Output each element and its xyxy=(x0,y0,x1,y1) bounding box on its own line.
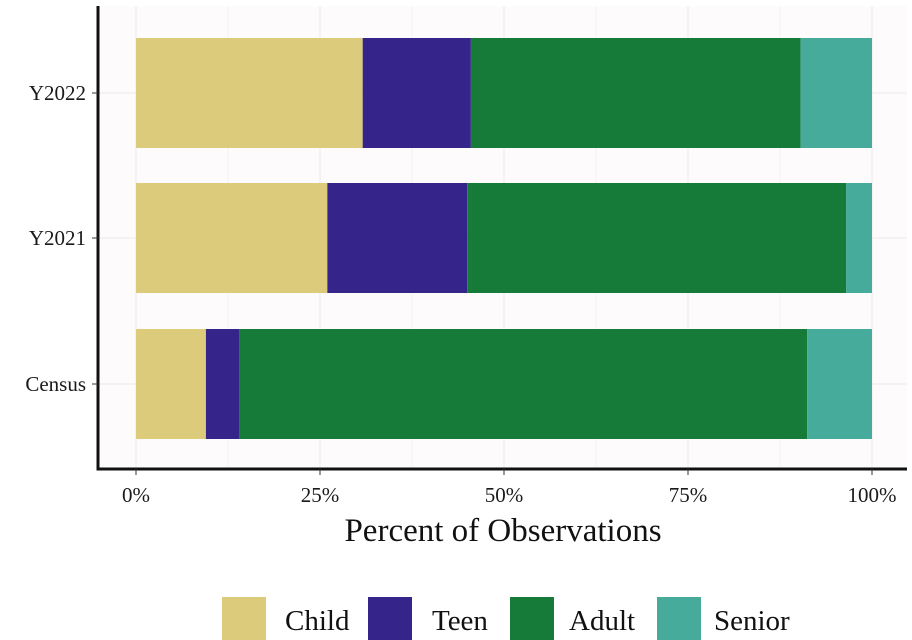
bars xyxy=(136,38,872,439)
axis-frame xyxy=(96,6,907,471)
bar-adult-y2022 xyxy=(470,38,801,148)
y-tick-label-y2021: Y2021 xyxy=(29,226,86,250)
legend-key-adult xyxy=(510,597,554,640)
legend-label-teen: Teen xyxy=(432,605,488,637)
legend-label-child: Child xyxy=(285,605,350,637)
y-tick-label-census: Census xyxy=(25,372,86,396)
bar-senior-y2021 xyxy=(846,183,872,293)
y-tick-labels: Census Y2021 Y2022 xyxy=(25,81,98,396)
x-tick-labels: 0% 25% 50% 75% 100% xyxy=(122,469,897,507)
bar-child-y2022 xyxy=(136,38,363,148)
x-tick-label: 50% xyxy=(485,483,524,507)
bar-adult-census xyxy=(239,329,808,439)
x-tick-label: 100% xyxy=(848,483,897,507)
legend-label-adult: Adult xyxy=(569,605,635,637)
legend-key-child xyxy=(222,597,266,640)
bar-teen-y2022 xyxy=(362,38,471,148)
bar-teen-y2021 xyxy=(327,183,468,293)
bar-child-census xyxy=(136,329,206,439)
legend-key-teen xyxy=(368,597,412,640)
legend-key-senior xyxy=(657,597,701,640)
x-tick-label: 75% xyxy=(669,483,708,507)
x-axis-title: Percent of Observations xyxy=(344,513,661,549)
bar-teen-census xyxy=(205,329,240,439)
x-tick-label: 0% xyxy=(122,483,150,507)
bar-child-y2021 xyxy=(136,183,328,293)
bar-senior-y2022 xyxy=(800,38,872,148)
bar-adult-y2021 xyxy=(467,183,847,293)
legend: Child Teen Adult Senior xyxy=(222,597,790,640)
y-tick-label-y2022: Y2022 xyxy=(29,81,86,105)
x-tick-label: 25% xyxy=(301,483,340,507)
legend-label-senior: Senior xyxy=(714,605,790,637)
bar-senior-census xyxy=(807,329,872,439)
